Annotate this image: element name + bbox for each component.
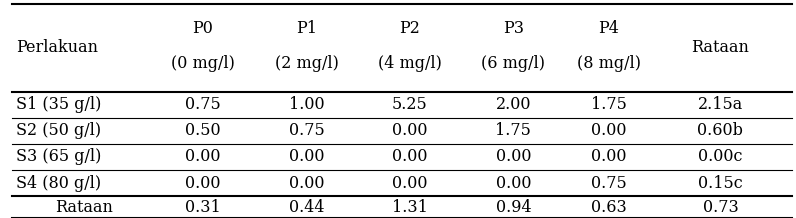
Text: 1.00: 1.00: [289, 96, 324, 113]
Text: P3: P3: [503, 20, 524, 37]
Text: 0.75: 0.75: [185, 96, 220, 113]
Text: 0.75: 0.75: [591, 175, 626, 192]
Text: 0.00: 0.00: [392, 148, 427, 165]
Text: 0.00: 0.00: [289, 148, 324, 165]
Text: S1 (35 g/l): S1 (35 g/l): [16, 96, 101, 113]
Text: 0.44: 0.44: [289, 199, 324, 216]
Text: P4: P4: [599, 20, 619, 37]
Text: 0.00: 0.00: [289, 175, 324, 192]
Text: 0.15c: 0.15c: [698, 175, 743, 192]
Text: 0.00: 0.00: [185, 175, 220, 192]
Text: (6 mg/l): (6 mg/l): [482, 55, 545, 72]
Text: 0.00: 0.00: [591, 122, 626, 139]
Text: 0.00: 0.00: [496, 175, 531, 192]
Text: 0.50: 0.50: [185, 122, 220, 139]
Text: 1.31: 1.31: [392, 199, 428, 216]
Text: P2: P2: [400, 20, 420, 37]
Text: 0.60b: 0.60b: [697, 122, 743, 139]
Text: (0 mg/l): (0 mg/l): [171, 55, 235, 72]
Text: Rataan: Rataan: [55, 199, 112, 216]
Text: 0.31: 0.31: [185, 199, 220, 216]
Text: S2 (50 g/l): S2 (50 g/l): [16, 122, 101, 139]
Text: S3 (65 g/l): S3 (65 g/l): [16, 148, 101, 165]
Text: 2.15a: 2.15a: [698, 96, 743, 113]
Text: Perlakuan: Perlakuan: [16, 39, 98, 56]
Text: P1: P1: [296, 20, 317, 37]
Text: (4 mg/l): (4 mg/l): [378, 55, 442, 72]
Text: 5.25: 5.25: [392, 96, 427, 113]
Text: 0.00: 0.00: [496, 148, 531, 165]
Text: S4 (80 g/l): S4 (80 g/l): [16, 175, 101, 192]
Text: P0: P0: [193, 20, 213, 37]
Text: Rataan: Rataan: [692, 39, 749, 56]
Text: 0.73: 0.73: [703, 199, 738, 216]
Text: 0.00: 0.00: [185, 148, 220, 165]
Text: (8 mg/l): (8 mg/l): [577, 55, 641, 72]
Text: 0.94: 0.94: [496, 199, 531, 216]
Text: 0.75: 0.75: [289, 122, 324, 139]
Text: (2 mg/l): (2 mg/l): [275, 55, 338, 72]
Text: 0.00: 0.00: [392, 175, 427, 192]
Text: 0.63: 0.63: [591, 199, 626, 216]
Text: 0.00: 0.00: [591, 148, 626, 165]
Text: 1.75: 1.75: [495, 122, 532, 139]
Text: 0.00: 0.00: [392, 122, 427, 139]
Text: 2.00: 2.00: [496, 96, 531, 113]
Text: 0.00c: 0.00c: [698, 148, 743, 165]
Text: 1.75: 1.75: [591, 96, 627, 113]
